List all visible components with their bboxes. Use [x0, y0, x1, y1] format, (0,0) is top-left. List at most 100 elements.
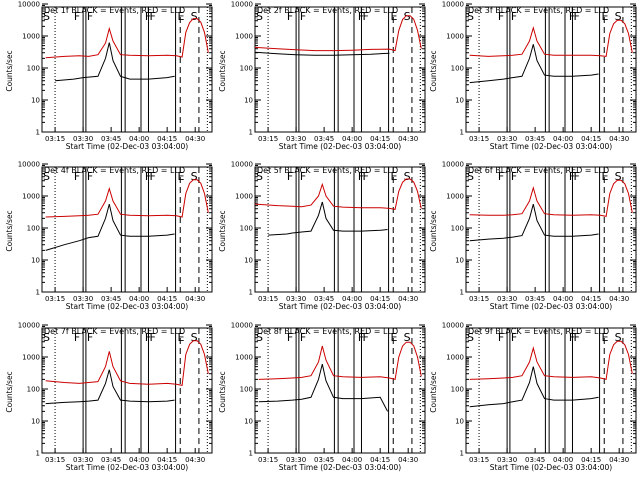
y-axis-label: Counts/sec	[5, 210, 14, 251]
x-tick-label: 04:15	[581, 135, 601, 143]
flag-label: S	[615, 331, 622, 344]
x-tick-label: 03:30	[286, 135, 306, 143]
y-tick-label: 10	[31, 418, 40, 426]
events-series-line	[469, 366, 599, 408]
y-tick-label: 100	[27, 65, 40, 73]
events-series-line	[55, 42, 175, 82]
flag-label: F	[573, 10, 579, 23]
x-tick-label: 04:00	[553, 295, 573, 303]
y-axis-label: Counts/sec	[218, 371, 227, 412]
y-tick-label: 1	[249, 129, 253, 137]
flag-label: S	[467, 331, 474, 344]
flag-label: F	[287, 331, 293, 344]
y-tick-label: 1	[249, 289, 253, 297]
flag-label: F	[74, 331, 80, 344]
flag-label: F	[287, 170, 293, 183]
lld-series-line	[258, 341, 422, 381]
y-tick-label: 100	[27, 386, 40, 394]
x-tick-label: 04:15	[157, 135, 177, 143]
lld-series-line	[45, 340, 209, 386]
flag-label: F	[498, 331, 504, 344]
y-tick-label: 100	[451, 386, 464, 394]
flag-label: F	[358, 10, 364, 23]
y-tick-label: 10	[455, 97, 464, 105]
plot-frame	[254, 166, 426, 293]
y-tick-label: 1	[36, 450, 40, 458]
x-tick-label: 03:30	[497, 295, 517, 303]
flag-label: F	[358, 170, 364, 183]
flag-label: S	[191, 331, 198, 344]
lld-series-line	[45, 18, 209, 59]
x-tick-label: 04:00	[129, 295, 149, 303]
x-tick-label: 03:15	[469, 295, 489, 303]
lld-series-line	[469, 19, 633, 57]
x-tick-label: 04:30	[609, 135, 629, 143]
y-tick-label: 1000	[446, 33, 464, 41]
x-tick-label: 03:45	[314, 135, 334, 143]
events-series-line	[45, 203, 175, 251]
x-axis-label: Start Time (02-Dec-03 03:04:00)	[279, 142, 401, 151]
flag-label: F	[569, 170, 575, 183]
panel-title: Det 6f BLACK = Events, RED = LLD	[468, 166, 609, 175]
events-series-line	[254, 51, 390, 56]
flag-label: F	[145, 10, 151, 23]
x-tick-label: 04:15	[370, 295, 390, 303]
flag-label: F	[358, 331, 364, 344]
flag-label: S	[256, 10, 263, 23]
flag-label: S	[615, 10, 622, 23]
flag-label: S	[256, 170, 263, 183]
flag-label: S	[256, 331, 263, 344]
x-tick-label: 03:15	[45, 135, 65, 143]
x-tick-label: 04:00	[342, 295, 362, 303]
y-tick-label: 10	[244, 97, 253, 105]
flag-label: S	[615, 170, 622, 183]
y-tick-label: 1000	[235, 193, 253, 201]
flag-label: F	[87, 170, 93, 183]
y-axis-label: Counts/sec	[429, 50, 438, 91]
flag-label: F	[74, 170, 80, 183]
flag-label: F	[149, 10, 155, 23]
panel-title: Det 4f BLACK = Events, RED = LLD	[44, 166, 185, 175]
y-tick-label: 1	[460, 289, 464, 297]
y-tick-label: 100	[240, 65, 253, 73]
flag-label: F	[573, 170, 579, 183]
plot-frame	[41, 166, 213, 293]
panel-title: Det 9f BLACK = Events, RED = LLD	[468, 327, 609, 336]
y-tick-label: 10	[244, 418, 253, 426]
lld-series-line	[254, 178, 422, 210]
y-tick-label: 10000	[231, 161, 253, 169]
x-tick-label: 03:45	[101, 456, 121, 464]
y-tick-label: 1000	[446, 354, 464, 362]
flag-label: S	[404, 10, 411, 23]
events-series-line	[469, 203, 599, 242]
x-tick-label: 04:00	[553, 135, 573, 143]
flag-label: F	[569, 10, 575, 23]
flag-label: F	[145, 170, 151, 183]
lld-series-line	[45, 179, 209, 218]
x-tick-label: 03:30	[73, 295, 93, 303]
flag-label: E	[602, 170, 609, 183]
y-tick-label: 1	[36, 129, 40, 137]
panel-title: Det 1f BLACK = Events, RED = LLD	[44, 6, 185, 15]
flag-label: F	[87, 331, 93, 344]
x-tick-label: 04:30	[398, 135, 418, 143]
x-tick-label: 03:30	[73, 135, 93, 143]
y-tick-label: 1000	[235, 33, 253, 41]
x-axis-label: Start Time (02-Dec-03 03:04:00)	[490, 463, 612, 472]
flag-label: E	[602, 10, 609, 23]
x-tick-label: 03:45	[101, 295, 121, 303]
y-tick-label: 1000	[22, 33, 40, 41]
flag-label: F	[362, 170, 368, 183]
plot-frame	[41, 6, 213, 133]
lld-series-line	[469, 179, 633, 217]
x-tick-label: 04:00	[129, 456, 149, 464]
events-series-line	[258, 363, 389, 412]
flag-label: F	[498, 170, 504, 183]
flag-label: F	[149, 331, 155, 344]
y-tick-label: 1000	[22, 354, 40, 362]
